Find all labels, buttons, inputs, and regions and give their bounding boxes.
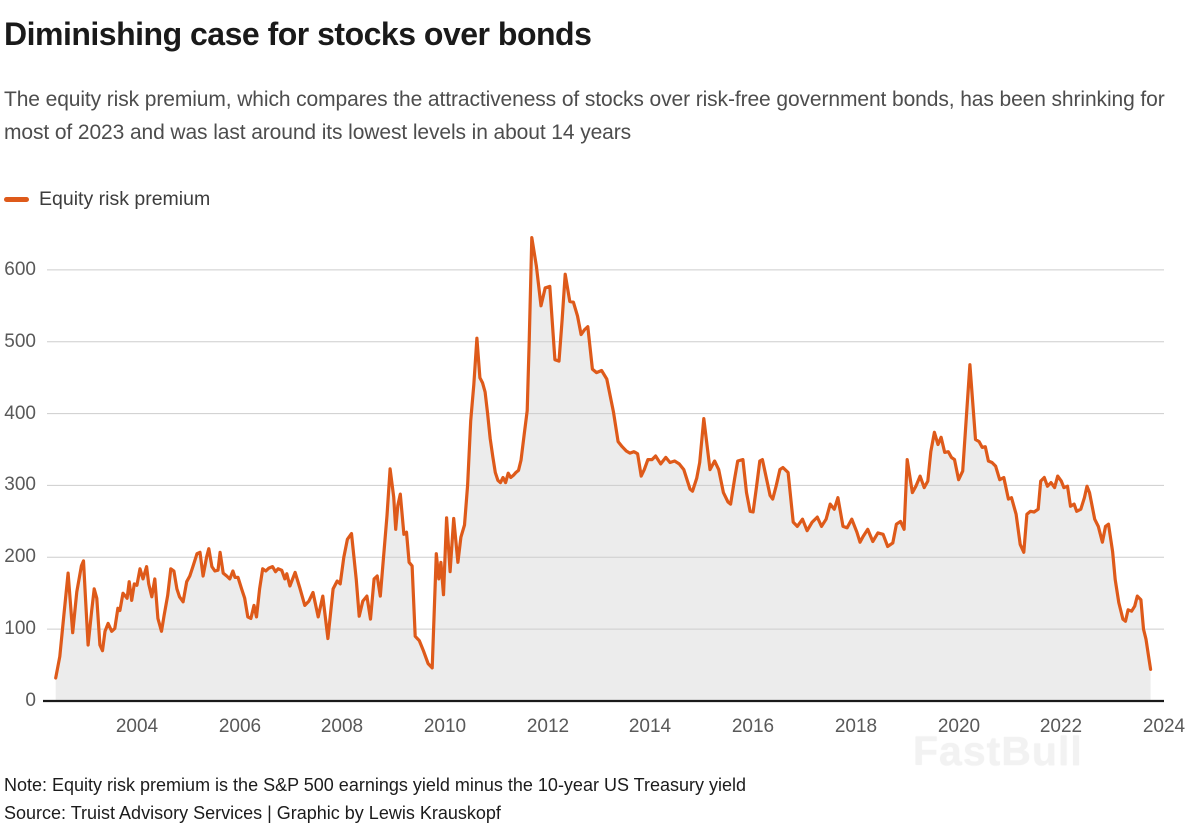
legend: Equity risk premium	[4, 188, 210, 211]
x-tick-label: 2012	[526, 716, 570, 737]
x-tick-label: 2020	[937, 716, 981, 737]
y-tick-label: 100	[4, 618, 36, 639]
x-tick-label: 2018	[834, 716, 878, 737]
legend-label: Equity risk premium	[39, 188, 211, 210]
x-tick-label: 2016	[731, 716, 775, 737]
chart-subtitle: The equity risk premium, which compares …	[4, 88, 1165, 144]
y-tick-label: 300	[4, 474, 36, 495]
y-tick-label: 500	[4, 331, 36, 352]
y-tick-label: 600	[4, 259, 36, 280]
chart-note: Note: Equity risk premium is the S&P 500…	[4, 775, 746, 795]
x-tick-label: 2006	[218, 716, 262, 737]
chart-source: Source: Truist Advisory Services | Graph…	[4, 803, 501, 823]
y-tick-label: 0	[25, 690, 36, 711]
x-tick-label: 2014	[628, 716, 672, 737]
area-fill	[55, 237, 1151, 701]
watermark: FastBull	[913, 728, 1083, 774]
y-tick-label: 200	[4, 546, 36, 567]
series-line	[54, 236, 1153, 680]
y-tick-label: 400	[4, 403, 36, 424]
x-tick-label: 2024	[1142, 716, 1186, 737]
x-tick-label: 2010	[423, 716, 467, 737]
x-tick-label: 2022	[1039, 716, 1083, 737]
legend-line-swatch	[4, 197, 29, 202]
x-tick-label: 2004	[115, 716, 159, 737]
x-tick-label: 2008	[320, 716, 364, 737]
chart-title: Diminishing case for stocks over bonds	[4, 16, 592, 52]
